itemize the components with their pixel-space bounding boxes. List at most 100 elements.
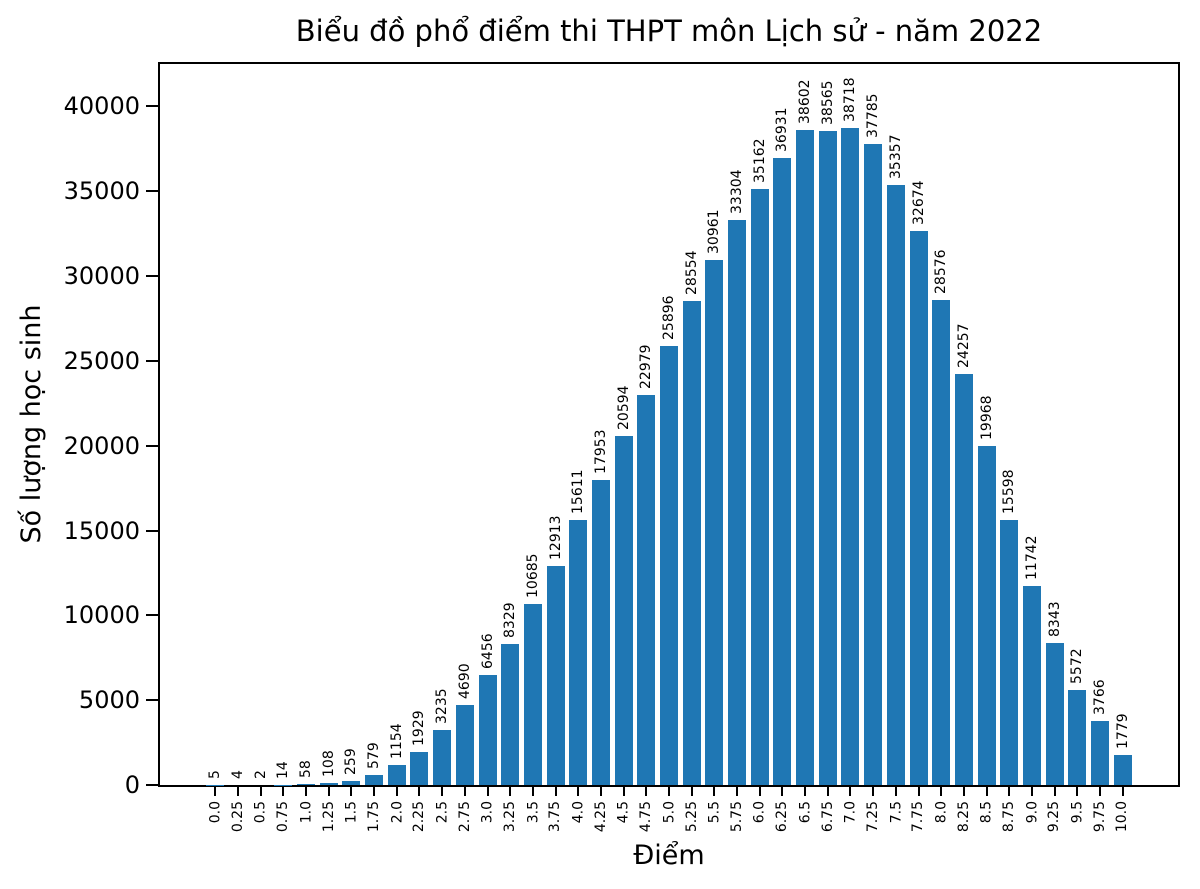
bar-value-label: 4690 <box>456 663 473 700</box>
bar-value-label: 28554 <box>683 250 700 295</box>
bar-value-label: 32674 <box>910 180 927 225</box>
bar: 10685 <box>523 553 542 785</box>
x-tick <box>1121 787 1124 796</box>
x-tick <box>486 787 489 796</box>
y-tick <box>146 359 158 362</box>
x-tick <box>849 787 852 796</box>
x-tick <box>1030 787 1033 796</box>
x-tick <box>1098 787 1101 796</box>
bar-value-label: 17953 <box>592 429 609 475</box>
bar: 259 <box>342 748 361 785</box>
bar: 30961 <box>705 209 724 785</box>
bar: 8329 <box>501 602 520 785</box>
bar-value-label: 12913 <box>547 515 564 560</box>
x-tick-label: 8.5 <box>978 801 995 824</box>
bar: 36931 <box>773 108 792 785</box>
bar-value-label: 37785 <box>865 93 882 138</box>
x-tick-label: 6.5 <box>797 801 814 824</box>
y-tick <box>146 275 158 278</box>
x-tick <box>554 787 557 796</box>
x-tick-label: 7.25 <box>865 801 882 833</box>
bar-value-label: 1929 <box>411 710 428 747</box>
y-tick-label: 40000 <box>63 92 140 121</box>
bar: 108 <box>319 750 338 785</box>
bar-value-label: 35357 <box>887 134 904 180</box>
bar-value-label: 28576 <box>933 249 950 295</box>
y-tick <box>146 784 158 786</box>
x-tick-label: 4.25 <box>592 801 609 833</box>
x-tick-label: 9.25 <box>1046 801 1063 833</box>
x-axis-title: Điểm <box>633 840 705 871</box>
bar-value-label: 19968 <box>978 395 995 441</box>
bar-value-label: 8343 <box>1046 601 1063 638</box>
x-tick-label: 9.0 <box>1023 801 1040 824</box>
x-tick <box>237 787 240 796</box>
x-tick-label: 3.5 <box>524 801 541 824</box>
x-tick <box>713 787 716 796</box>
x-tick-label: 3.75 <box>547 801 564 833</box>
x-tick-label: 2.5 <box>434 801 451 824</box>
x-tick <box>781 787 784 796</box>
x-tick-label: 1.0 <box>298 801 315 824</box>
x-tick-label: 0.25 <box>230 801 247 833</box>
x-tick <box>894 787 897 796</box>
bar-value-label: 38565 <box>819 80 836 125</box>
bar: 1779 <box>1113 713 1132 785</box>
x-tick <box>259 787 262 796</box>
x-tick <box>962 787 965 796</box>
x-tick <box>1076 787 1079 796</box>
y-tick <box>146 699 158 702</box>
bar-value-label: 25896 <box>661 295 677 340</box>
bar: 38602 <box>796 80 815 785</box>
bar: 24257 <box>954 323 973 785</box>
chart-title: Biểu đồ phổ điểm thi THPT môn Lịch sử - … <box>295 14 1043 48</box>
y-tick-label: 10000 <box>63 601 140 630</box>
x-tick-label: 8.0 <box>933 801 950 824</box>
x-tick-label: 4.75 <box>638 801 655 833</box>
bar: 22979 <box>637 345 656 785</box>
bar-value-label: 20594 <box>615 385 632 430</box>
x-tick-label: 1.75 <box>366 801 383 833</box>
bar: 35357 <box>886 135 905 785</box>
bar-value-label: 58 <box>298 760 315 779</box>
bar: 37785 <box>864 93 883 785</box>
x-tick <box>509 787 512 796</box>
x-tick <box>577 787 580 796</box>
bar-value-label: 2 <box>252 770 269 779</box>
bar: 28576 <box>932 250 951 785</box>
bar-value-label: 15611 <box>570 469 587 515</box>
bar: 6456 <box>478 634 497 785</box>
x-tick <box>305 787 308 796</box>
x-tick-label: 4.5 <box>615 801 632 824</box>
bar: 33304 <box>728 169 747 785</box>
bar-value-label: 38718 <box>842 77 859 123</box>
bar-value-label: 15598 <box>1001 469 1018 515</box>
x-tick-label: 5.75 <box>729 801 746 833</box>
x-tick-label: 10.0 <box>1114 801 1131 833</box>
y-tick <box>146 190 158 193</box>
bar-value-label: 5 <box>207 770 224 779</box>
bar-value-label: 259 <box>343 747 360 775</box>
x-tick-label: 9.5 <box>1069 801 1086 824</box>
x-tick-label: 0.5 <box>252 801 269 824</box>
x-tick <box>350 787 353 796</box>
x-tick-label: 4.0 <box>570 801 587 824</box>
bar: 35162 <box>750 138 769 785</box>
bar-value-label: 22979 <box>638 344 655 390</box>
bar-value-label: 3766 <box>1091 679 1108 716</box>
y-tick-label: 5000 <box>78 686 140 715</box>
x-tick <box>668 787 670 796</box>
y-tick <box>146 529 158 532</box>
x-tick-label: 6.75 <box>819 801 836 833</box>
y-tick-label: 20000 <box>63 431 140 460</box>
y-tick-label: 25000 <box>63 346 140 375</box>
x-tick-label: 8.75 <box>1001 801 1018 833</box>
x-tick-label: 3.0 <box>479 801 496 824</box>
x-tick-label: 9.75 <box>1091 801 1108 833</box>
x-tick <box>645 787 648 796</box>
x-tick-label: 5.0 <box>661 801 677 824</box>
x-tick <box>531 787 534 796</box>
bar: 28554 <box>682 250 701 785</box>
bar: 3766 <box>1090 679 1109 785</box>
